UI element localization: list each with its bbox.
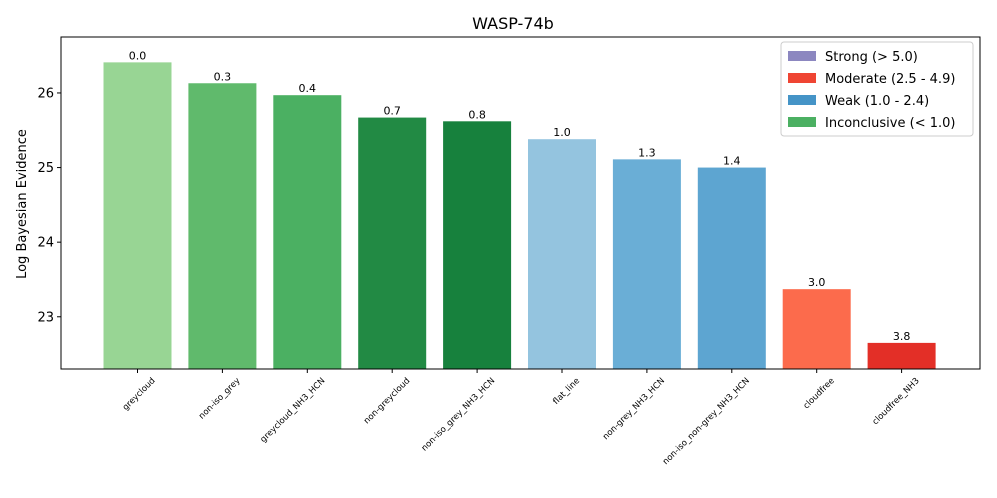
x-tick-label: cloudfree [802,376,837,411]
bar-cloudfree [782,289,851,369]
bar-value-label: 3.0 [808,276,826,289]
x-tick-label: non-iso_grey [197,376,242,421]
legend-label: Weak (1.0 - 2.4) [825,94,929,109]
x-tick-label: greycloud_NH3_HCN [259,376,328,445]
x-tick-label: non-iso_grey_NH3_HCN [420,376,497,453]
legend-swatch [788,95,816,105]
x-tick-label: flat_line [551,376,582,407]
x-tick-label: non-greycloud [362,376,412,426]
plot-frame [60,36,981,370]
x-tick-label: greycloud [121,376,158,413]
bar-greycloud_NH3_HCN [273,95,342,369]
bar-value-label: 0.3 [214,70,232,83]
bar-non-iso_grey_NH3_HCN [443,121,512,369]
chart-title: WASP-74b [472,14,554,33]
legend-label: Moderate (2.5 - 4.9) [825,72,955,87]
bar-value-label: 0.0 [129,49,147,62]
bar-non-iso_non-grey_NH3_HCN [697,167,766,369]
bar-value-label: 3.8 [893,330,911,343]
x-tick-label: non-grey_NH3_HCN [601,376,667,442]
x-axis: greycloud non-iso_grey greycloud_NH3_HCN no… [121,369,922,467]
y-axis-label: Log Bayesian Evidence [15,129,30,279]
legend-box [780,41,974,137]
legend: Strong (> 5.0) Moderate (2.5 - 4.9) Weak (… [780,41,974,137]
legend-label: Inconclusive (< 1.0) [825,116,955,131]
bar-value-label: 0.8 [468,108,486,121]
y-tick-label: 23 [37,310,54,325]
bars-group [103,62,936,370]
bar-value-labels: 0.0 0.3 0.4 0.7 0.8 1.0 1.3 1.4 3.0 3.8 [129,49,911,343]
bar-non-grey_NH3_HCN [612,159,681,369]
bar-non-greycloud [358,117,427,369]
y-tick-label: 26 [37,86,54,101]
bar-greycloud [103,62,172,369]
legend-swatch [788,51,816,61]
bar-value-label: 1.3 [638,146,656,159]
legend-swatch [788,117,816,127]
bar-value-label: 0.4 [299,82,317,95]
y-tick-label: 25 [37,161,54,176]
bar-non-iso_grey [188,83,257,370]
x-tick-label: cloudfree_NH3 [871,376,922,427]
x-tick-label: non-iso_non-grey_NH3_HCN [661,376,752,467]
bar-value-label: 1.4 [723,155,741,168]
legend-swatch [788,73,816,83]
bar-flat_line [528,139,596,369]
legend-label: Strong (> 5.0) [825,50,918,65]
bar-value-label: 1.0 [553,126,571,139]
y-tick-label: 24 [37,236,54,251]
bar-cloudfree_NH3 [867,342,936,369]
bar-value-label: 0.7 [383,105,401,118]
y-axis: 23 24 25 26 [37,86,61,325]
